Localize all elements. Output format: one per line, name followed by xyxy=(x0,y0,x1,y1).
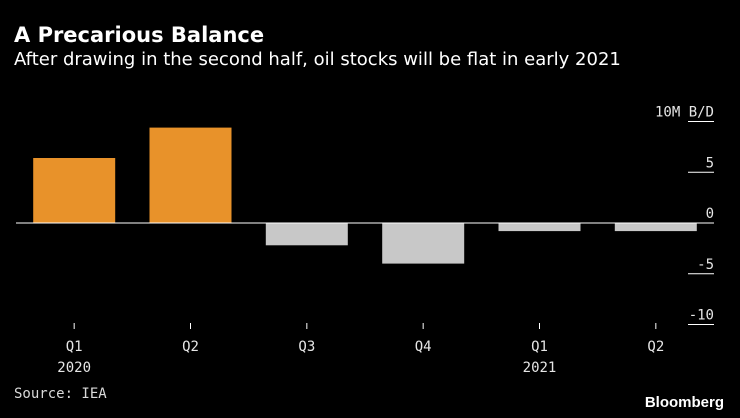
y-tick-label: -10 xyxy=(689,308,714,324)
bar-3 xyxy=(265,223,348,246)
source-note: Source: IEA xyxy=(14,386,107,402)
y-tick-label: 5 xyxy=(706,155,714,171)
y-tick-label: -5 xyxy=(697,257,714,273)
x-axis: Q1 2020 Q2 Q3 Q4 Q1 2021 Q2 xyxy=(57,323,664,376)
x-year-label: 2020 xyxy=(57,360,91,376)
y-axis: 10M B/D -10 -5 0 5 xyxy=(655,105,714,325)
x-tick-label: Q1 xyxy=(66,339,83,355)
bar-4 xyxy=(382,223,465,264)
y-tick-label: 0 xyxy=(706,206,714,222)
bars-layer xyxy=(33,127,697,264)
x-tick-label: Q2 xyxy=(647,339,664,355)
chart-subtitle: After drawing in the second half, oil st… xyxy=(14,49,621,70)
y-axis-unit-label: 10M B/D xyxy=(655,105,714,121)
bloomberg-logo: Bloomberg xyxy=(644,394,724,411)
chart-title: A Precarious Balance xyxy=(14,23,265,47)
x-year-label: 2021 xyxy=(523,360,557,376)
bar-2 xyxy=(149,127,232,223)
bar-5 xyxy=(498,223,581,232)
bar-1 xyxy=(33,158,116,223)
x-tick-label: Q2 xyxy=(182,339,199,355)
bar-6 xyxy=(614,223,697,232)
x-tick-label: Q1 xyxy=(531,339,548,355)
x-tick-label: Q3 xyxy=(298,339,315,355)
x-tick-label: Q4 xyxy=(415,339,432,355)
